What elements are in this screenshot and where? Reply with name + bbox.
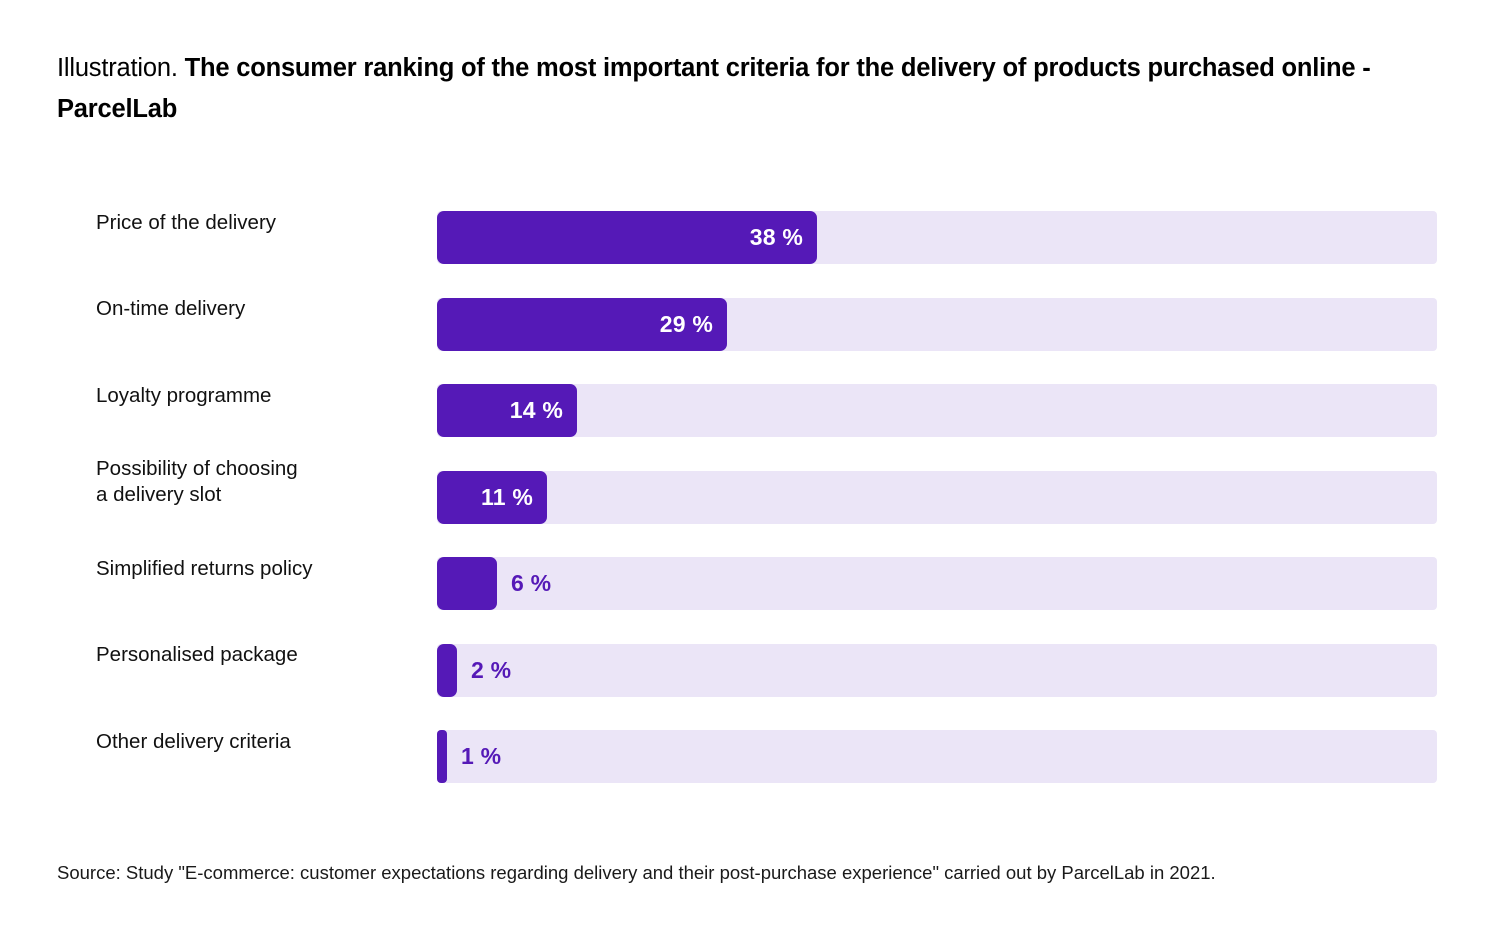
bar-value-label: 11 %	[481, 483, 533, 510]
bar-track: 14 %	[437, 384, 1437, 437]
bar-track: 29 %	[437, 297, 1437, 351]
bar	[437, 557, 497, 610]
chart-row: On-time delivery 29 %	[0, 283, 1505, 370]
category-label: On-time delivery	[96, 297, 246, 320]
bar-chart: Price of the delivery 38 % On-time deliver…	[0, 196, 1505, 802]
bar-value-label: 38 %	[749, 224, 803, 250]
bar-track: 6 %	[437, 557, 1437, 610]
category-label: Loyalty programme	[96, 383, 272, 407]
bar-track: 1 %	[437, 730, 1437, 783]
bar-value-label: 14 %	[509, 397, 563, 423]
bar-value-label: 29 %	[659, 310, 713, 337]
chart-row: Price of the delivery 38 %	[0, 196, 1505, 283]
chart-row: Other delivery criteria 1 %	[0, 715, 1505, 802]
source-note: Source: Study "E-commerce: customer expe…	[57, 862, 1216, 883]
bar	[437, 211, 817, 264]
bar	[437, 384, 577, 437]
bar-track: 38 %	[437, 211, 1437, 264]
bar	[437, 643, 457, 697]
category-label: Personalised package	[96, 643, 298, 666]
bar-value-label: 1 %	[461, 743, 502, 769]
category-label: Possibility of choosing a delivery slot	[96, 457, 298, 506]
bar	[437, 730, 447, 783]
category-label: Other delivery criteria	[96, 729, 291, 753]
category-label: Price of the delivery	[96, 210, 277, 234]
bar-value-label: 2 %	[471, 656, 512, 683]
chart-row: Possibility of choosing a delivery slot 1…	[0, 456, 1505, 543]
title-main: The consumer ranking of the most importa…	[57, 54, 1371, 123]
bar-value-label: 6 %	[511, 570, 552, 596]
category-label: Simplified returns policy	[96, 556, 313, 580]
title-prefix: Illustration.	[57, 54, 185, 82]
bar	[437, 470, 547, 524]
chart-row: Simplified returns policy 6 %	[0, 542, 1505, 629]
bar	[437, 297, 727, 351]
chart-row: Personalised package 2 %	[0, 629, 1505, 716]
chart-row: Loyalty programme 14 %	[0, 369, 1505, 456]
bar-track: 2 %	[437, 643, 1437, 697]
bar-track: 11 %	[437, 470, 1437, 524]
page-title: Illustration. The consumer ranking of th…	[57, 48, 1377, 130]
